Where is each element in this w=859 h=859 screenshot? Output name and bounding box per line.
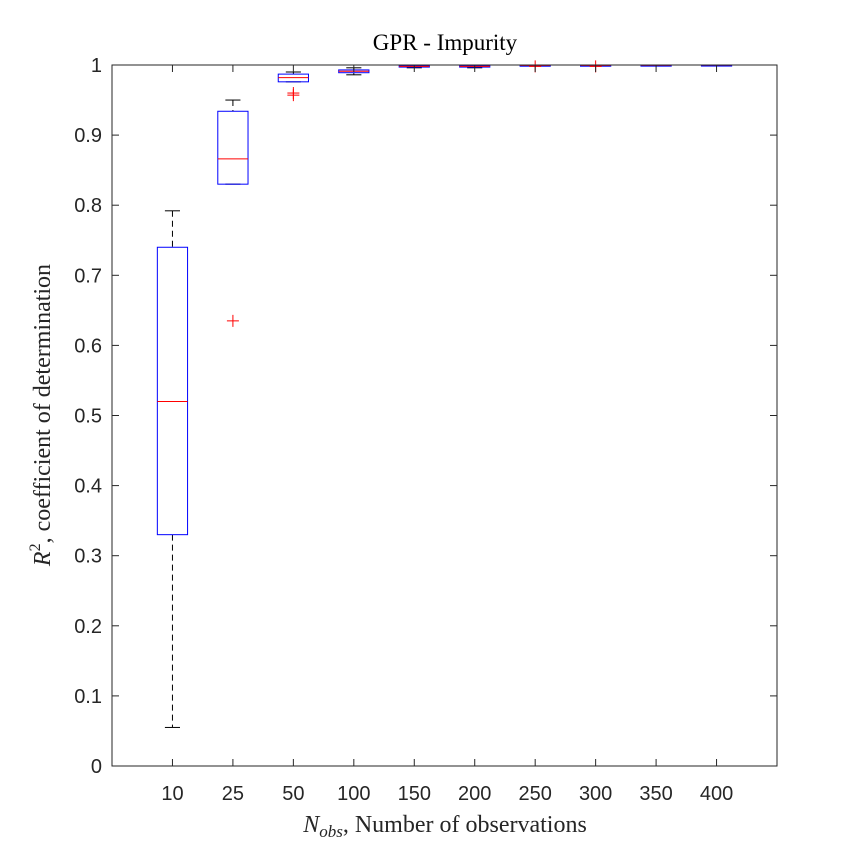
x-tick-label: 350 xyxy=(639,783,672,805)
x-axis-subscript: obs xyxy=(319,822,343,841)
axis-ticks: 0 0.1 0.2 0.3 0.4 0.5 0.6 0.7 0.8 0.9 1 10 25 50 100 15… xyxy=(74,55,777,805)
outlier-marker xyxy=(287,89,300,102)
box-group-25 xyxy=(217,99,249,327)
box-group-10 xyxy=(156,210,189,728)
box xyxy=(156,246,189,536)
x-tick-label: 300 xyxy=(579,783,612,805)
x-tick-label: 50 xyxy=(282,783,304,805)
x-tick-label: 10 xyxy=(161,783,183,805)
y-tick-label: 0.4 xyxy=(74,476,102,498)
y-tick-label: 0.9 xyxy=(74,125,102,147)
x-tick-label: 25 xyxy=(222,783,244,805)
x-tick-label: 200 xyxy=(458,783,491,805)
y-tick-label: 0.1 xyxy=(74,686,102,708)
y-axis-text: , coefficient of determination xyxy=(30,264,56,543)
plot-area xyxy=(112,65,777,766)
y-tick-label: 0.6 xyxy=(74,335,102,357)
x-tick-label: 100 xyxy=(337,783,370,805)
box-group-50 xyxy=(277,71,309,102)
x-tick-label: 150 xyxy=(398,783,431,805)
box xyxy=(217,110,249,185)
y-axis-symbol: R xyxy=(30,551,56,567)
x-axis-symbol: N xyxy=(302,812,321,838)
chart-title: GPR - Impurity xyxy=(373,30,518,55)
x-tick-label: 250 xyxy=(518,783,551,805)
x-axis-title: Nobs, Number of observations xyxy=(302,812,587,841)
y-tick-label: 1 xyxy=(91,55,102,77)
outlier-marker xyxy=(226,314,239,327)
y-axis-superscript: 2 xyxy=(27,543,44,551)
y-tick-label: 0 xyxy=(91,756,102,778)
x-axis-text: , Number of observations xyxy=(343,812,587,838)
x-tick-label: 400 xyxy=(700,783,733,805)
y-tick-label: 0.8 xyxy=(74,195,102,217)
y-tick-label: 0.2 xyxy=(74,616,102,638)
y-tick-label: 0.5 xyxy=(74,406,102,428)
y-tick-label: 0.3 xyxy=(74,546,102,568)
y-tick-label: 0.7 xyxy=(74,265,102,287)
y-axis-title: R2, coefficient of determination xyxy=(27,264,56,567)
